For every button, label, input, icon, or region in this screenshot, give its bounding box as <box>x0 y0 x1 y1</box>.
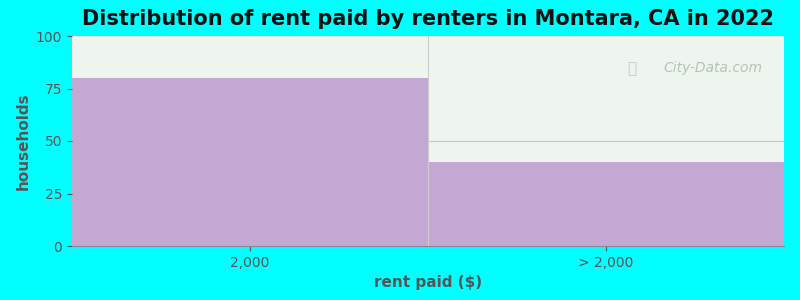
X-axis label: rent paid ($): rent paid ($) <box>374 275 482 290</box>
Y-axis label: households: households <box>15 92 30 190</box>
Text: City-Data.com: City-Data.com <box>664 61 762 75</box>
Title: Distribution of rent paid by renters in Montara, CA in 2022: Distribution of rent paid by renters in … <box>82 9 774 29</box>
Text: Ⓜ: Ⓜ <box>627 61 637 76</box>
